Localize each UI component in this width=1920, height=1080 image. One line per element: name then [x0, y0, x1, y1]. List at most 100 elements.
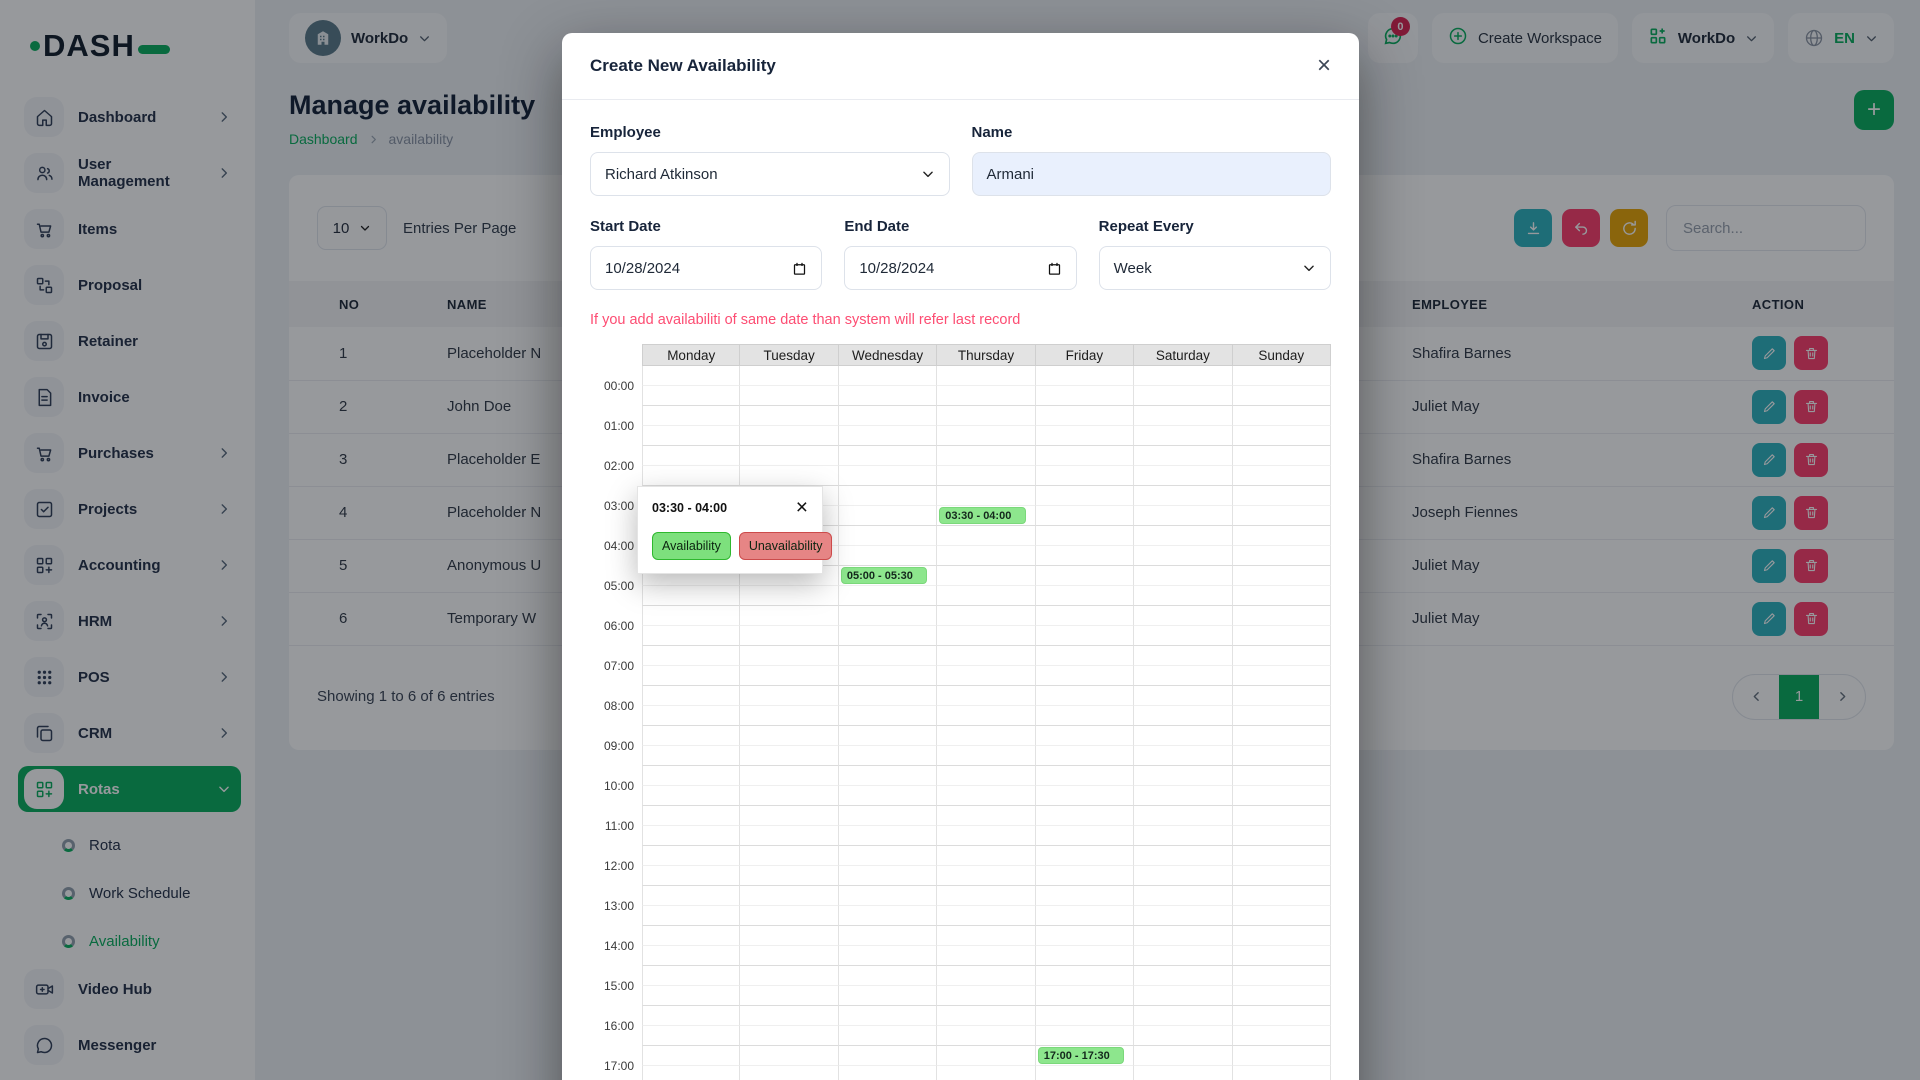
calendar-slot[interactable]: [937, 686, 1036, 706]
messenger-button[interactable]: 0: [1367, 13, 1418, 63]
edit-button[interactable]: [1752, 389, 1786, 424]
calendar-slot[interactable]: [1035, 946, 1135, 966]
calendar-slot[interactable]: [1134, 666, 1233, 686]
calendar-slot[interactable]: [1233, 1066, 1331, 1080]
calendar-slot[interactable]: [838, 846, 938, 866]
calendar-slot[interactable]: [1035, 446, 1135, 466]
calendar-slot[interactable]: [1134, 406, 1233, 426]
calendar-slot[interactable]: [937, 986, 1036, 1006]
calendar-slot[interactable]: [1035, 1026, 1135, 1046]
language-selector[interactable]: EN: [1788, 13, 1894, 63]
calendar-slot[interactable]: [1232, 946, 1331, 966]
calendar-slot[interactable]: [1134, 726, 1233, 746]
calendar-slot[interactable]: [1232, 526, 1331, 546]
calendar-slot[interactable]: [838, 626, 938, 646]
calendar-slot[interactable]: [642, 466, 741, 486]
calendar-slot[interactable]: [1134, 846, 1233, 866]
calendar-slot[interactable]: [740, 686, 839, 706]
calendar-slot[interactable]: [642, 806, 741, 826]
calendar-slot[interactable]: [1232, 466, 1331, 486]
calendar-slot[interactable]: [1232, 986, 1331, 1006]
calendar-slot[interactable]: [1134, 766, 1233, 786]
calendar-slot[interactable]: [1035, 786, 1135, 806]
calendar-slot[interactable]: [642, 746, 741, 766]
calendar-slot[interactable]: [937, 886, 1036, 906]
calendar-slot[interactable]: [838, 1006, 938, 1026]
calendar-slot[interactable]: [1035, 526, 1135, 546]
calendar-slot[interactable]: [1036, 1066, 1135, 1080]
calendar-slot[interactable]: [937, 646, 1036, 666]
calendar-slot[interactable]: [1134, 366, 1233, 386]
delete-button[interactable]: [1794, 336, 1828, 371]
calendar-slot[interactable]: [838, 866, 938, 886]
calendar-slot[interactable]: [838, 726, 938, 746]
calendar-slot[interactable]: [642, 726, 741, 746]
edit-button[interactable]: [1752, 442, 1786, 477]
calendar-slot[interactable]: [1134, 686, 1233, 706]
calendar-slot[interactable]: [937, 1006, 1036, 1026]
workspace-switcher[interactable]: WorkDo: [289, 13, 448, 63]
refresh-button[interactable]: [1610, 209, 1648, 247]
calendar-slot[interactable]: [838, 446, 938, 466]
calendar-slot[interactable]: [1134, 466, 1233, 486]
calendar-slot[interactable]: [740, 606, 839, 626]
calendar-slot[interactable]: [1232, 706, 1331, 726]
calendar-slot[interactable]: [838, 526, 938, 546]
sidebar-subitem-rota[interactable]: Rota: [18, 822, 241, 868]
calendar-slot[interactable]: [937, 866, 1036, 886]
edit-button[interactable]: [1752, 548, 1786, 583]
sidebar-item-proposal[interactable]: Proposal: [18, 262, 241, 308]
repeat-every-select[interactable]: Week: [1098, 246, 1331, 290]
calendar-slot[interactable]: [1035, 926, 1135, 946]
calendar-slot[interactable]: [937, 966, 1036, 986]
calendar-slot[interactable]: [1035, 646, 1135, 666]
calendar-slot[interactable]: [740, 1006, 839, 1026]
calendar-slot[interactable]: [1035, 566, 1135, 586]
calendar-slot[interactable]: [1035, 626, 1135, 646]
calendar-slot[interactable]: [740, 806, 839, 826]
calendar-slot[interactable]: [1232, 666, 1331, 686]
calendar-slot[interactable]: [1035, 426, 1135, 446]
calendar-slot[interactable]: [838, 546, 938, 566]
sidebar-item-crm[interactable]: CRM: [18, 710, 241, 756]
calendar-slot[interactable]: [1134, 486, 1233, 506]
calendar-slot[interactable]: [740, 906, 839, 926]
calendar-slot[interactable]: [1232, 786, 1331, 806]
calendar-slot[interactable]: [937, 906, 1036, 926]
calendar-slot[interactable]: [740, 706, 839, 726]
calendar-slot[interactable]: [740, 846, 839, 866]
calendar-slot[interactable]: [838, 566, 938, 586]
calendar-slot[interactable]: [1232, 686, 1331, 706]
calendar-slot[interactable]: [740, 586, 839, 606]
calendar-slot[interactable]: [1035, 546, 1135, 566]
delete-button[interactable]: [1794, 389, 1828, 424]
calendar-slot[interactable]: [1134, 706, 1233, 726]
calendar-slot[interactable]: [838, 486, 938, 506]
calendar-slot[interactable]: [642, 706, 741, 726]
calendar-slot[interactable]: [1232, 746, 1331, 766]
calendar-slot[interactable]: [838, 666, 938, 686]
calendar-slot[interactable]: [1232, 366, 1331, 386]
calendar-slot[interactable]: [642, 406, 741, 426]
sidebar-item-items[interactable]: Items: [18, 206, 241, 252]
availability-button[interactable]: Availability: [652, 531, 731, 560]
previous-page-button[interactable]: [1733, 675, 1779, 719]
calendar-slot[interactable]: [937, 626, 1036, 646]
calendar-slot[interactable]: [1035, 466, 1135, 486]
calendar-slot[interactable]: [1232, 886, 1331, 906]
calendar-slot[interactable]: [642, 966, 741, 986]
calendar-slot[interactable]: [838, 906, 938, 926]
calendar-slot[interactable]: [1035, 986, 1135, 1006]
calendar-slot[interactable]: [937, 566, 1036, 586]
calendar-slot[interactable]: [838, 806, 938, 826]
calendar-slot[interactable]: [1134, 386, 1233, 406]
calendar-slot[interactable]: [1134, 1066, 1233, 1080]
calendar-slot[interactable]: [937, 446, 1036, 466]
calendar-slot[interactable]: [937, 606, 1036, 626]
calendar-slot[interactable]: [937, 806, 1036, 826]
calendar-slot[interactable]: [642, 606, 741, 626]
calendar-slot[interactable]: [838, 966, 938, 986]
calendar-slot[interactable]: [642, 766, 741, 786]
sidebar-item-retainer[interactable]: Retainer: [18, 318, 241, 364]
employee-select[interactable]: Richard Atkinson: [590, 152, 950, 196]
